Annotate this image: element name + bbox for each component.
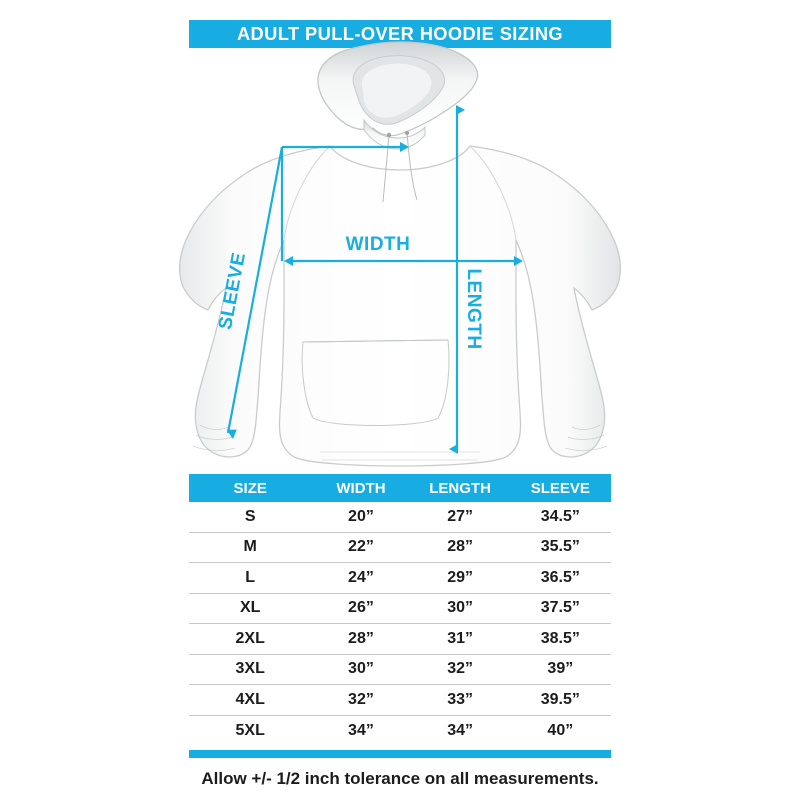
svg-text:LENGTH: LENGTH [463, 268, 484, 349]
svg-text:WIDTH: WIDTH [346, 234, 411, 255]
